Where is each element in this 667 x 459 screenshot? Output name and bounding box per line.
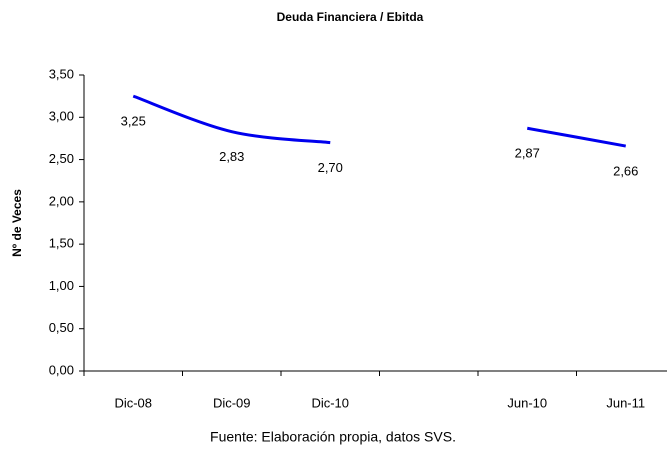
y-tick-label: 1,50 bbox=[49, 236, 74, 251]
y-tick-label: 1,00 bbox=[49, 278, 74, 293]
y-axis-title: Nº de Veces bbox=[10, 189, 24, 257]
y-tick-label: 2,00 bbox=[49, 193, 74, 208]
y-tick-label: 0,00 bbox=[49, 362, 74, 377]
y-tick-label: 2,50 bbox=[49, 151, 74, 166]
chart-title: Deuda Financiera / Ebitda bbox=[277, 10, 424, 24]
y-tick-label: 3,50 bbox=[49, 66, 74, 81]
data-label: 2,87 bbox=[515, 146, 540, 161]
x-tick-label: Jun-10 bbox=[507, 395, 547, 410]
data-label: 2,66 bbox=[613, 163, 638, 178]
data-label: 2,83 bbox=[219, 149, 244, 164]
y-tick-label: 3,00 bbox=[49, 109, 74, 124]
data-label: 3,25 bbox=[121, 114, 146, 129]
line-series bbox=[132, 94, 627, 148]
x-tick-label: Jun-11 bbox=[606, 395, 645, 410]
source-note: Fuente: Elaboración propia, datos SVS. bbox=[210, 429, 456, 445]
y-tick-label: 0,50 bbox=[49, 320, 74, 335]
x-tick-label: Dic-10 bbox=[311, 395, 349, 410]
data-label: 2,70 bbox=[318, 160, 343, 175]
x-tick-label: Dic-08 bbox=[114, 395, 152, 410]
x-tick-label: Dic-09 bbox=[213, 395, 251, 410]
